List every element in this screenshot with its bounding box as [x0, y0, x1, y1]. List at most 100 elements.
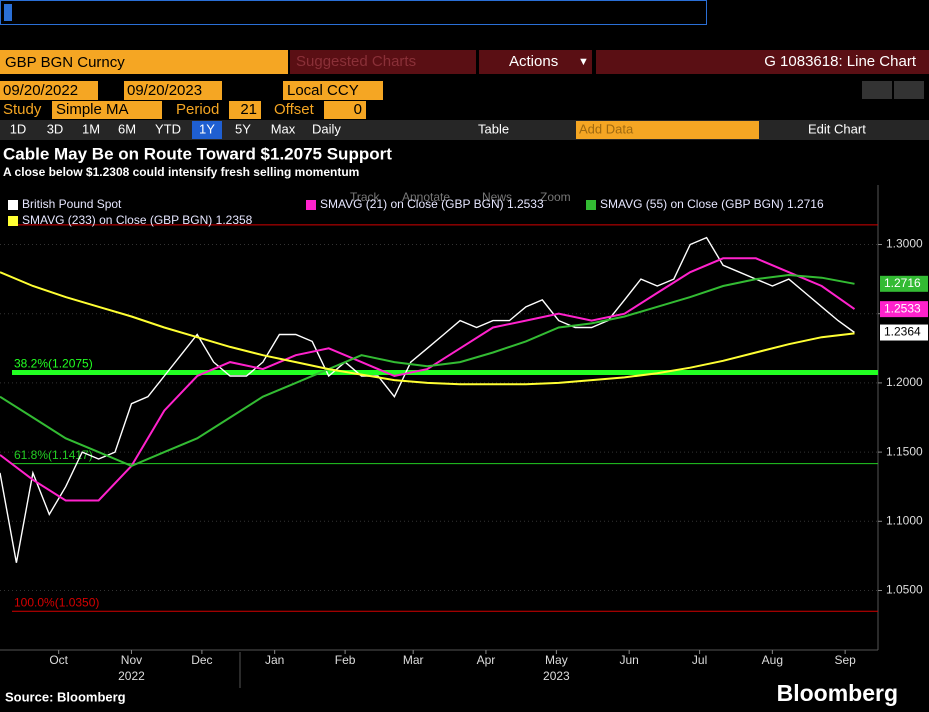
- y-tick-label: 1.2000: [886, 375, 923, 389]
- undo-button[interactable]: [862, 81, 892, 99]
- function-bar: [596, 50, 929, 74]
- y-tick-label: 1.3000: [886, 237, 923, 251]
- legend-entry: SMAVG (233) on Close (GBP BGN) 1.2358: [22, 213, 253, 227]
- range-button[interactable]: 3D: [47, 121, 64, 136]
- security: GBP BGN Curncy: [5, 54, 125, 71]
- chart-subtitle: A close below $1.2308 could intensify fr…: [3, 165, 359, 179]
- series-line: [0, 271, 855, 386]
- chart-tool[interactable]: Track: [350, 190, 381, 204]
- legend-name: British Pound Spot: [22, 197, 122, 211]
- legend-value: 1.2358: [216, 213, 253, 227]
- x-tick-label: May: [545, 653, 568, 667]
- x-tick-label: Mar: [403, 653, 424, 667]
- year-label: 2022: [118, 669, 145, 683]
- x-tick-label: Jun: [619, 653, 638, 667]
- range-button[interactable]: Max: [271, 121, 296, 136]
- actions: Actions: [509, 53, 558, 70]
- legend-entry: British Pound Spot: [22, 197, 122, 211]
- start-date-field[interactable]: [0, 81, 98, 100]
- range-button[interactable]: 6M: [118, 121, 136, 136]
- legend-value: 1.2533: [507, 197, 544, 211]
- y-tick-label: 1.0500: [886, 583, 923, 597]
- chart-tool[interactable]: News: [482, 190, 512, 204]
- suggested-button[interactable]: [290, 50, 476, 74]
- security-field[interactable]: [0, 50, 288, 74]
- y-tick-label: 1.1000: [886, 513, 923, 527]
- value-box: [880, 324, 928, 341]
- start-date: 09/20/2022: [3, 82, 78, 99]
- range-button[interactable]: 5Y: [235, 121, 251, 136]
- chart-tool[interactable]: Annotate: [402, 190, 450, 204]
- range-button[interactable]: 1M: [82, 121, 100, 136]
- table-button[interactable]: Table: [478, 121, 509, 136]
- offset-field[interactable]: [324, 101, 366, 119]
- add-data: Add Data: [579, 121, 634, 136]
- x-tick-label: Aug: [762, 653, 783, 667]
- range-button[interactable]: YTD: [155, 121, 181, 136]
- range-toolbar: [0, 120, 929, 140]
- legend-entry: SMAVG (55) on Close (GBP BGN) 1.2716: [600, 197, 824, 211]
- legend-swatch: [306, 200, 316, 210]
- year-label: 2023: [543, 669, 570, 683]
- range-button[interactable]: 1D: [10, 121, 27, 136]
- brand: Bloomberg: [777, 680, 898, 706]
- period-field[interactable]: [229, 101, 261, 119]
- series-line: [0, 236, 855, 563]
- cursor: [4, 4, 12, 21]
- range-button[interactable]: 1Y: [199, 121, 215, 136]
- study: Simple MA: [56, 101, 129, 118]
- chart-title: Cable May Be on Route Toward $1.2075 Sup…: [3, 144, 392, 163]
- x-tick-label: Oct: [49, 653, 68, 667]
- legend-name: SMAVG (233) on Close (GBP BGN): [22, 213, 212, 227]
- x-tick-label: Nov: [121, 653, 142, 667]
- redo-button[interactable]: [894, 81, 924, 99]
- value-box-label: 1.2364: [884, 325, 921, 339]
- legend-swatch: [8, 200, 18, 210]
- series-line: [0, 257, 856, 502]
- series-line: [0, 273, 855, 467]
- command-line[interactable]: [0, 0, 707, 25]
- currency: Local CCY: [287, 82, 359, 99]
- legend-value: 1.2716: [787, 197, 824, 211]
- period-label: Period: [176, 101, 219, 118]
- period: 21: [240, 101, 257, 118]
- function: G 1083618: Line Chart: [764, 53, 917, 70]
- study-label: Study: [3, 101, 42, 118]
- end-date: 09/20/2023: [127, 82, 202, 99]
- x-tick-label: Feb: [335, 653, 356, 667]
- add-data-field[interactable]: [576, 121, 759, 139]
- study-field[interactable]: [52, 101, 162, 119]
- x-tick-label: Sep: [834, 653, 856, 667]
- frequency[interactable]: Daily: [312, 121, 341, 136]
- value-box-label: 1.2716: [884, 276, 921, 290]
- level-label: 61.8%(1.1417): [14, 448, 93, 462]
- end-date-field[interactable]: [124, 81, 222, 100]
- offset: 0: [354, 101, 362, 118]
- value-box: [880, 275, 928, 292]
- offset-label: Offset: [274, 101, 315, 118]
- legend-swatch: [8, 216, 18, 226]
- level-label: 100.0%(1.0350): [14, 595, 99, 609]
- currency-field[interactable]: [283, 81, 383, 100]
- legend-name: SMAVG (55) on Close (GBP BGN): [600, 197, 784, 211]
- level-label: 38.2%(1.2075): [14, 357, 93, 371]
- value-box: [880, 301, 928, 318]
- x-tick-label: Jul: [692, 653, 707, 667]
- active-range: [192, 121, 222, 139]
- source: Source: Bloomberg: [5, 689, 126, 704]
- actions-button[interactable]: [479, 50, 592, 74]
- legend-swatch: [586, 200, 596, 210]
- chart-tool[interactable]: Zoom: [540, 190, 571, 204]
- suggested: Suggested Charts: [296, 53, 416, 70]
- value-box-label: 1.2533: [884, 301, 921, 315]
- x-tick-label: Apr: [477, 653, 496, 667]
- x-tick-label: Dec: [191, 653, 212, 667]
- edit-chart-button[interactable]: Edit Chart: [808, 121, 866, 136]
- legend-name: SMAVG (21) on Close (GBP BGN): [320, 197, 504, 211]
- legend-entry: SMAVG (21) on Close (GBP BGN) 1.2533: [320, 197, 544, 211]
- x-tick-label: Jan: [265, 653, 284, 667]
- y-tick-label: 1.1500: [886, 444, 923, 458]
- dropdown-arrow: ▼: [578, 56, 589, 68]
